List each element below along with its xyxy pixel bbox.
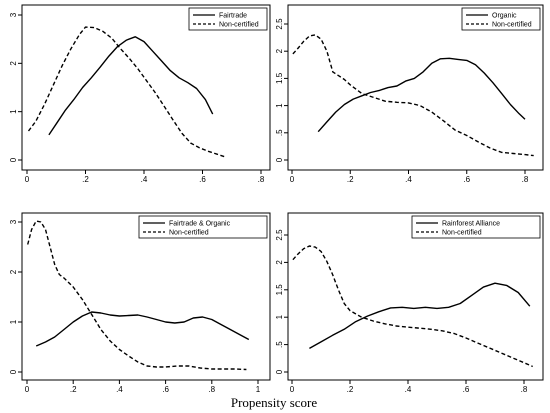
legend-label: Fairtrade & Organic: [169, 221, 231, 228]
y-tick-label: .5: [275, 129, 284, 136]
legend-label: Non-certified: [169, 230, 209, 237]
x-tick-label: .2: [347, 175, 354, 184]
y-tick-label: 0: [9, 369, 18, 374]
legend-box: [138, 215, 268, 239]
x-tick-label: 0: [25, 385, 30, 394]
legend-label: Organic: [492, 13, 517, 20]
x-tick-label: .4: [405, 175, 412, 184]
x-tick-label: .6: [162, 385, 169, 394]
series-line-certified: [48, 36, 214, 136]
panel-1: 0 .2 .4 .6 .8 0 1 2 3 Fairtrade Non-certified: [9, 4, 271, 184]
legend-label: Rainforest Alliance: [442, 221, 500, 228]
series-line-certified: [35, 311, 250, 347]
x-tick-label: .6: [463, 175, 470, 184]
series-line-certified: [309, 282, 531, 350]
y-tick-label: 0: [275, 157, 284, 162]
x-tick-label: .4: [141, 175, 148, 184]
x-tick-label: 0: [290, 385, 295, 394]
plot-frame: [21, 4, 271, 171]
x-tick-label: .4: [405, 385, 412, 394]
x-tick-label: .8: [208, 385, 215, 394]
x-tick-label: .8: [258, 175, 265, 184]
y-tick-label: 3: [9, 219, 18, 224]
y-tick-label: 1.5: [275, 72, 284, 84]
y-tick-label: 2.5: [275, 18, 284, 30]
legend: Fairtrade & Organic Non-certified: [138, 215, 268, 239]
y-tick-label: 1: [9, 109, 18, 114]
x-tick-label: 1: [256, 385, 261, 394]
legend-label: Fairtrade: [219, 13, 247, 20]
y-tick-label: 2: [9, 269, 18, 274]
y-tick-label: 1: [9, 319, 18, 324]
legend-label: Non-certified: [492, 22, 532, 29]
x-tick-label: .2: [347, 385, 354, 394]
legend-label: Non-certified: [442, 230, 482, 237]
series-line-non-certified: [292, 34, 534, 157]
panel-3: 0 .2 .4 .6 .8 1 0 1 2 3 Fairtrade & Organic Non-cer…: [9, 212, 271, 394]
y-tick-label: 3: [9, 12, 18, 17]
series-line-non-certified: [27, 220, 247, 371]
panel-2: 0 .2 .4 .6 .8 0 .5 1 1.5 2 2.5 Organic Non-certified: [275, 4, 544, 184]
x-tick-label: .4: [116, 385, 123, 394]
y-tick-label: 1.5: [275, 284, 284, 296]
y-tick-label: 0: [9, 157, 18, 162]
series-line-certified: [317, 57, 526, 133]
y-tick-label: .5: [275, 341, 284, 348]
y-tick-label: 2: [275, 48, 284, 53]
legend: Fairtrade Non-certified: [188, 7, 268, 31]
x-tick-label: .2: [70, 385, 77, 394]
y-tick-label: 1: [275, 314, 284, 319]
series-line-non-certified: [292, 245, 533, 368]
y-tick-label: 1: [275, 103, 284, 108]
x-tick-label: .8: [521, 385, 528, 394]
plot-frame: [287, 4, 544, 171]
x-tick-label: 0: [290, 175, 295, 184]
y-tick-label: 0: [275, 369, 284, 374]
y-tick-label: 2.5: [275, 229, 284, 241]
figure-x-axis-label: Propensity score: [231, 395, 318, 410]
legend: Organic Non-certified: [461, 7, 541, 31]
x-tick-label: 0: [25, 175, 30, 184]
plot-frame: [21, 212, 271, 381]
x-tick-label: .6: [199, 175, 206, 184]
x-tick-label: .8: [522, 175, 529, 184]
series-line-non-certified: [27, 26, 227, 158]
x-tick-label: .6: [463, 385, 470, 394]
y-tick-label: 2: [275, 260, 284, 265]
legend-label: Non-certified: [219, 22, 259, 29]
plot-frame: [287, 212, 544, 381]
y-tick-label: 2: [9, 61, 18, 66]
legend: Rainforest Alliance Non-certified: [411, 215, 541, 239]
panel-4: 0 .2 .4 .6 .8 0 .5 1 1.5 2 2.5 Rainforest Alliance N…: [275, 212, 544, 394]
legend-box: [411, 215, 541, 239]
x-tick-label: .2: [82, 175, 89, 184]
